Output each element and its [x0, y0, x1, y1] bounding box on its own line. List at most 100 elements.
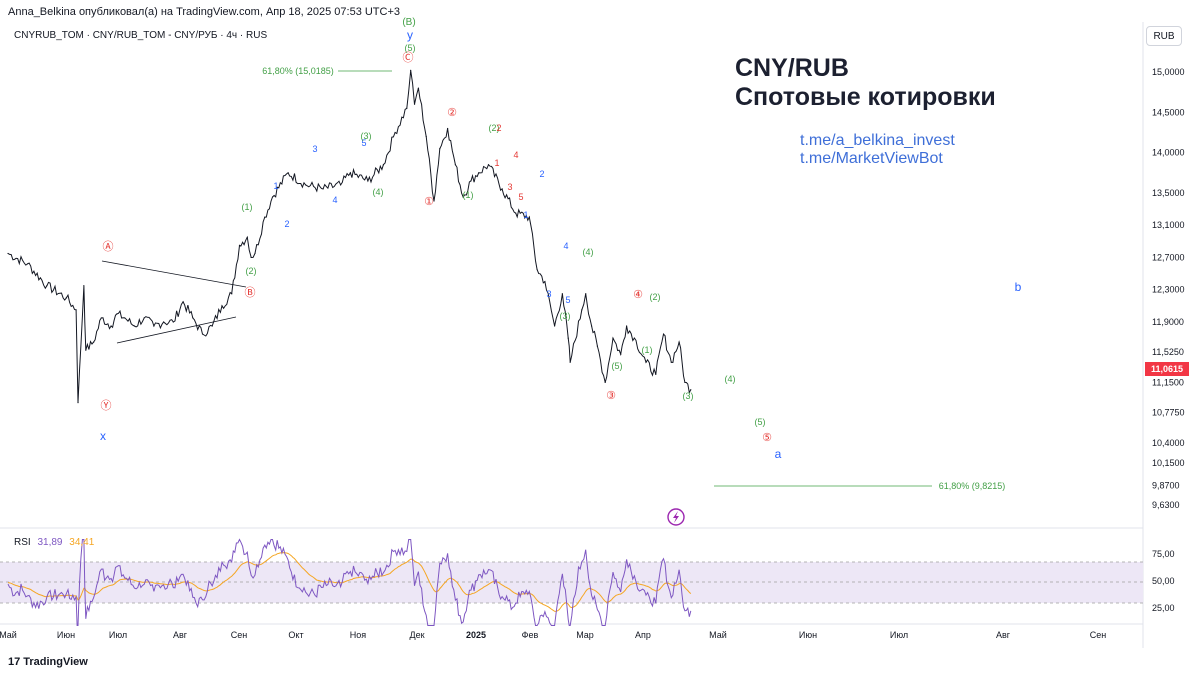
wave-label-d1-b: 1	[523, 210, 528, 220]
symbol-legend[interactable]: CNYRUB_TOM · CNY/RUB_TOM - CNY/РУБ · 4ч …	[14, 30, 268, 41]
price-point	[264, 216, 266, 218]
wave-label-y: y	[407, 28, 413, 42]
time-tick: Окт	[288, 630, 303, 640]
price-point	[77, 401, 79, 404]
price-point	[322, 188, 324, 190]
price-point	[554, 325, 556, 327]
price-tick: 10,4000	[1152, 438, 1185, 448]
wave-label-p3-proj: (3)	[683, 391, 694, 401]
price-tick: 12,7000	[1152, 252, 1185, 262]
price-tick: 9,8700	[1152, 481, 1180, 491]
price-point	[528, 216, 530, 218]
rsi-label: RSI	[14, 537, 31, 548]
time-tick: Мар	[576, 630, 594, 640]
time-tick: Апр	[635, 630, 651, 640]
time-tick: Фев	[522, 630, 539, 640]
tradingview-brand[interactable]: 17 TradingView	[8, 656, 88, 668]
wave-label-p2-b: (2)	[489, 123, 500, 133]
price-tick: 14,0000	[1152, 148, 1185, 158]
wave-label-d5-a: 5	[361, 138, 366, 148]
wave-label-c1: ①	[424, 196, 434, 208]
wave-label-B: Ⓑ	[245, 286, 256, 299]
price-point	[501, 188, 503, 190]
publisher-line: Anna_Belkina опубликовал(а) на TradingVi…	[8, 6, 401, 18]
price-point	[85, 349, 87, 351]
wave-label-p2-a: (2)	[246, 266, 257, 276]
chart-subtitle: Спотовые котировки	[735, 83, 996, 111]
price-point	[655, 373, 657, 375]
wave-label-A: Ⓐ	[103, 240, 114, 253]
rsi-pane: 75,00 50,00 25,00	[0, 538, 1175, 626]
price-point	[7, 252, 9, 255]
wave-label-d2-a: 2	[284, 219, 289, 229]
price-point	[620, 353, 622, 355]
price-axis: 15,0000 14,5000 14,0000 13,5000 13,1000 12,70…	[1152, 67, 1185, 510]
price-point	[201, 333, 204, 335]
wave-label-r2: 2	[496, 123, 501, 133]
price-point	[349, 172, 351, 174]
price-tick: 11,5250	[1152, 347, 1184, 357]
price-tick: 9,6300	[1152, 500, 1180, 510]
telegram-link-2[interactable]: t.me/MarketViewBot	[800, 150, 943, 167]
price-point	[433, 200, 435, 202]
rsi-tick-50: 50,00	[1152, 576, 1175, 586]
price-point	[662, 333, 665, 335]
price-tick: 10,1500	[1152, 458, 1185, 468]
time-tick: 2025	[466, 630, 486, 640]
price-point	[153, 325, 155, 327]
price-point	[250, 256, 252, 259]
wave-label-c5: ⑤	[762, 432, 772, 444]
price-point	[410, 69, 412, 71]
price-point	[192, 317, 194, 319]
time-axis: Май Июн Июл Авг Сен Окт Ноя Дек 2025 Фев Мар Апр Май…	[0, 630, 1106, 640]
price-point	[678, 341, 680, 343]
wave-label-d5-b: 5	[565, 295, 570, 305]
telegram-link-1[interactable]: t.me/a_belkina_invest	[800, 132, 955, 149]
lightning-icon[interactable]	[667, 508, 685, 526]
price-point	[417, 87, 420, 89]
price-point	[684, 381, 686, 384]
rsi-legend[interactable]: RSI 31,89 34,41	[14, 537, 94, 548]
price-point	[567, 337, 569, 339]
wave-labels: Ⓐ Ⓑ Ⓒ Ⓨ x (B) y (5) (1) (2) 1 2 3 4 5 (3…	[100, 17, 1022, 461]
currency-button[interactable]: RUB	[1146, 26, 1182, 46]
price-point	[65, 297, 67, 299]
wave-label-p5-b: (5)	[612, 361, 623, 371]
price-point	[124, 317, 126, 319]
time-tick: Авг	[173, 630, 188, 640]
price-point	[478, 172, 480, 174]
time-tick: Июл	[890, 630, 908, 640]
price-point	[670, 361, 672, 363]
price-point	[75, 309, 77, 311]
price-point	[590, 325, 593, 327]
price-tick: 11,9000	[1152, 317, 1184, 327]
chart-title: CNY/RUB	[735, 54, 849, 82]
price-point	[544, 281, 546, 283]
price-point	[425, 135, 427, 138]
wave-label-p4-b: (4)	[583, 247, 594, 257]
price-point	[254, 252, 256, 255]
wave-label-p4-proj: (4)	[725, 374, 736, 384]
price-point	[487, 164, 490, 166]
price-tick: 15,0000	[1152, 67, 1185, 77]
wave-label-r4: 4	[513, 150, 518, 160]
price-point	[110, 325, 112, 327]
wave-label-p5-proj: (5)	[755, 417, 766, 427]
price-point	[633, 337, 635, 339]
time-tick: Дек	[409, 630, 424, 640]
wave-label-p1-b: (1)	[463, 190, 474, 200]
wave-label-a: a	[775, 447, 782, 461]
price-point	[238, 244, 241, 246]
price-point	[143, 317, 145, 319]
rsi-value-2: 34,41	[69, 537, 95, 548]
wave-label-p2-c: (2)	[650, 292, 661, 302]
wave-label-d1-a: 1	[273, 181, 278, 191]
wave-label-c4: ④	[633, 289, 643, 301]
rsi-tick-25: 25,00	[1152, 603, 1175, 613]
price-tick: 14,5000	[1152, 107, 1185, 117]
price-point	[406, 107, 408, 109]
current-price-tag	[1145, 362, 1189, 376]
wave-label-d4-a: 4	[332, 195, 337, 205]
price-tick: 13,1000	[1152, 220, 1185, 230]
